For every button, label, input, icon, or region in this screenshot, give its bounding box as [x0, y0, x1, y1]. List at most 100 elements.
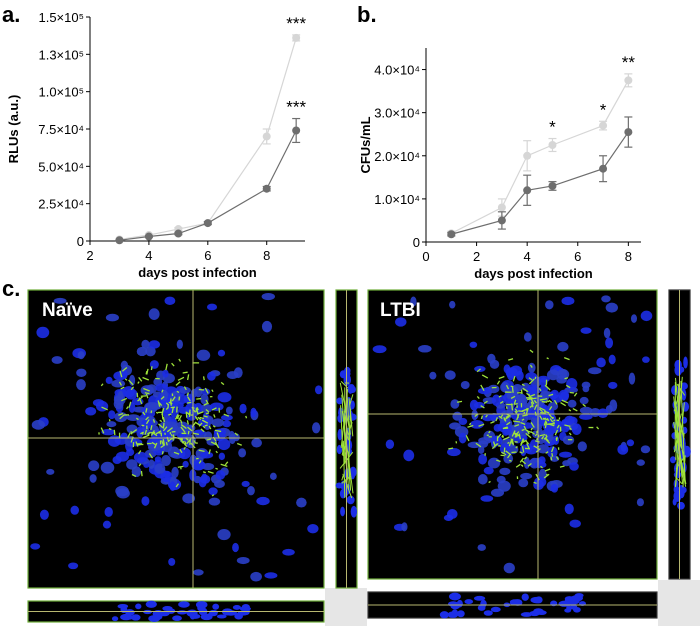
nucleus	[373, 345, 387, 353]
nucleus	[239, 404, 246, 414]
nucleus	[228, 431, 234, 441]
point	[523, 152, 531, 160]
nucleus	[401, 522, 407, 531]
nucleus	[126, 615, 134, 619]
nucleus	[470, 400, 479, 411]
significance: **	[622, 53, 636, 72]
nucleus	[497, 476, 506, 483]
bacterium	[512, 387, 513, 393]
nucleus	[545, 300, 553, 309]
nucleus	[251, 438, 262, 447]
point	[292, 126, 300, 134]
nucleus	[674, 360, 681, 370]
nucleus	[46, 469, 54, 475]
nucleus	[207, 304, 217, 311]
nucleus	[386, 439, 394, 449]
nucleus	[76, 379, 86, 390]
y-tick-label: 5.0×10⁴	[38, 159, 84, 174]
nucleus	[598, 408, 609, 418]
bacterium	[204, 376, 205, 380]
nucleus	[68, 562, 78, 569]
bacterium	[187, 402, 191, 403]
nucleus	[237, 557, 250, 564]
nucleus	[557, 342, 568, 352]
nucleus	[564, 416, 574, 425]
nucleus	[207, 372, 216, 381]
bacterium	[171, 434, 172, 436]
y-axis-label: CFUs/mL	[358, 116, 373, 173]
point	[263, 185, 271, 193]
bacterium	[203, 472, 206, 473]
nucleus	[641, 445, 650, 453]
nucleus	[103, 521, 111, 529]
nucleus	[315, 385, 322, 394]
y-tick-label: 1.0×10⁵	[38, 85, 84, 100]
bacterium	[166, 442, 167, 445]
nucleus	[70, 506, 79, 515]
x-tick-label: 4	[524, 249, 531, 264]
nucleus	[565, 504, 574, 515]
nucleus	[340, 507, 345, 517]
y-tick-label: 1.0×10⁴	[374, 192, 420, 207]
point	[599, 122, 607, 130]
bacterium	[552, 453, 553, 457]
nucleus	[162, 606, 172, 611]
bacterium	[109, 429, 111, 430]
bacterium	[540, 399, 544, 400]
nucleus	[627, 439, 634, 446]
nucleus	[461, 381, 470, 389]
bacterium	[199, 389, 204, 390]
nucleus	[262, 321, 272, 333]
point	[599, 165, 607, 173]
nucleus	[520, 473, 532, 479]
bacterium	[196, 399, 201, 400]
nucleus	[134, 452, 148, 463]
nucleus	[530, 597, 542, 603]
bacterium	[457, 401, 462, 402]
nucleus	[168, 558, 175, 566]
nucleus	[478, 454, 487, 465]
nucleus	[571, 595, 583, 601]
nucleus	[683, 356, 688, 368]
nucleus	[143, 610, 152, 614]
nucleus	[418, 345, 432, 353]
nucleus	[149, 340, 160, 348]
nucleus	[551, 484, 558, 493]
bacterium	[171, 407, 175, 408]
bacterium	[518, 411, 523, 412]
nucleus	[270, 473, 277, 480]
nucleus	[197, 350, 211, 361]
nucleus	[480, 495, 493, 502]
nucleus	[347, 496, 355, 505]
nucleus	[452, 412, 462, 421]
nucleus	[550, 392, 557, 400]
y-tick-label: 0	[77, 234, 84, 249]
y-tick-label: 2.5×10⁴	[38, 197, 84, 212]
nucleus	[521, 612, 533, 617]
significance: ***	[286, 14, 306, 33]
nucleus	[135, 604, 141, 610]
nucleus	[429, 372, 436, 380]
nucleus	[478, 544, 486, 551]
panel-label: a.	[2, 2, 20, 27]
nucleus	[209, 498, 220, 506]
nucleus	[108, 410, 115, 419]
nucleus	[641, 311, 653, 321]
nucleus	[447, 611, 458, 618]
nucleus	[155, 456, 162, 462]
nucleus	[218, 350, 225, 357]
nucleus	[537, 376, 550, 383]
nucleus	[282, 549, 295, 556]
nucleus	[457, 610, 465, 617]
significance: ***	[286, 98, 306, 117]
nucleus	[642, 356, 650, 362]
nucleus	[579, 414, 593, 420]
x-axis-label: days post infection	[138, 265, 257, 280]
bacterium	[557, 437, 558, 441]
nucleus	[478, 474, 488, 485]
bacterium	[187, 420, 188, 424]
nucleus	[76, 369, 86, 377]
nucleus	[217, 529, 230, 540]
bacterium	[448, 448, 453, 449]
